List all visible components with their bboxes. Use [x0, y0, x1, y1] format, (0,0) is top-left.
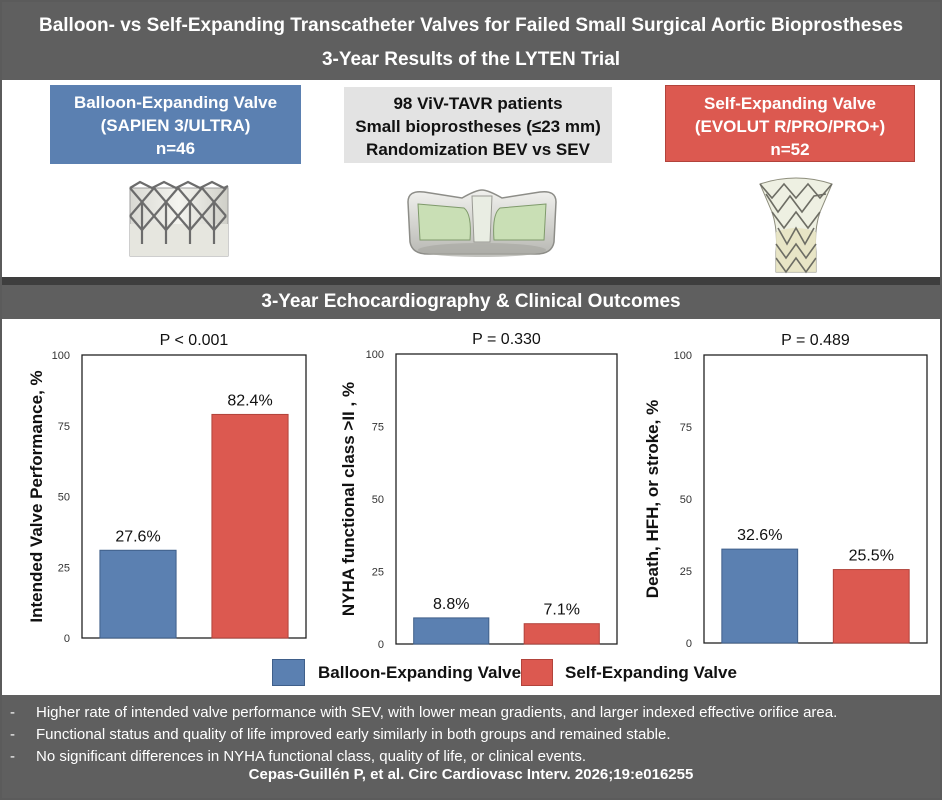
bev-arm-name: Balloon-Expanding Valve	[73, 93, 278, 112]
bullet-dash: -	[10, 748, 15, 765]
legend: Balloon-Expanding Valve Self-Expanding V…	[2, 657, 940, 687]
chart-3-y-tick: 25	[680, 566, 692, 578]
chart-2-y-tick: 25	[372, 567, 384, 579]
legend-swatch-bev	[272, 659, 305, 686]
subtitle: 3-Year Results of the LYTEN Trial	[321, 49, 621, 70]
population-box: 98 ViV-TAVR patients Small bioprostheses…	[344, 87, 612, 163]
finding-text: No significant differences in NYHA funct…	[36, 748, 586, 765]
legend-swatch-sev	[521, 659, 553, 686]
outcome-charts: P < 0.001 0 25 50 75 100 Intended Valve Perfor…	[27, 331, 928, 651]
chart-2-data-label-bev: 8.8%	[433, 596, 469, 613]
section-title: 3-Year Echocardiography & Clinical Outco…	[2, 285, 940, 319]
chart-1-bar-bev	[99, 549, 177, 639]
chart-3-bar-bev	[721, 548, 799, 644]
findings-list: - Higher rate of intended valve performan…	[10, 702, 837, 768]
chart-3-p-value: P = 0.489	[781, 332, 850, 349]
finding-text: Higher rate of intended valve performanc…	[36, 704, 838, 721]
chart-3-y-tick: 0	[686, 638, 692, 650]
chart-2-data-label-sev: 7.1%	[544, 602, 580, 619]
chart-1-bar-sev	[211, 413, 289, 639]
surgical-valve-image	[407, 189, 557, 257]
legend-label-sev: Self-Expanding Valve	[565, 663, 737, 682]
population-randomization: Randomization BEV vs SEV	[366, 140, 590, 159]
chart-3-bar-sev	[832, 569, 910, 644]
chart-1-y-tick: 0	[64, 633, 70, 645]
chart-2-p-value: P = 0.330	[472, 331, 541, 348]
chart-2-y-axis-label: NYHA functional class >II , %	[339, 382, 358, 616]
legend-label-bev: Balloon-Expanding Valve	[318, 663, 522, 682]
sev-arm-device: (EVOLUT R/PRO/PRO+)	[694, 117, 886, 136]
citation: Cepas-Guillén P, et al. Circ Cardiovasc …	[248, 766, 694, 783]
chart-2-bar-sev	[523, 623, 600, 645]
chart-3-data-label-sev: 25.5%	[849, 548, 894, 565]
chart-2-y-tick: 75	[372, 422, 384, 434]
chart-2-y-tick: 50	[372, 494, 384, 506]
chart-1-data-label-bev: 27.6%	[115, 528, 160, 545]
chart-2-y-tick: 0	[378, 639, 384, 651]
title-band: Balloon- vs Self-Expanding Transcatheter…	[2, 2, 940, 80]
bullet-dash: -	[10, 704, 15, 721]
chart-1-data-label-sev: 82.4%	[227, 392, 272, 409]
bullet-dash: -	[10, 726, 15, 743]
population-patients: 98 ViV-TAVR patients	[393, 94, 563, 113]
chart-2-y-tick: 100	[366, 349, 384, 361]
key-findings: - Higher rate of intended valve performan…	[2, 695, 940, 798]
sev-arm-name: Self-Expanding Valve	[704, 94, 876, 113]
population-size: Small bioprostheses (≤23 mm)	[355, 117, 601, 136]
chart-1-y-tick: 50	[58, 492, 70, 504]
chart-1-y-tick: 75	[58, 421, 70, 433]
chart-3-y-tick: 75	[680, 422, 692, 434]
finding-item: - Functional status and quality of life i…	[10, 724, 837, 746]
chart-1-y-tick: 100	[52, 350, 70, 362]
sev-arm-box: Self-Expanding Valve (EVOLUT R/PRO/PRO+)…	[665, 85, 915, 162]
chart-3-data-label-bev: 32.6%	[737, 527, 782, 544]
chart-3-y-tick: 100	[674, 350, 692, 362]
finding-item: - No significant differences in NYHA func…	[10, 746, 837, 768]
balloon-valve-image	[129, 180, 229, 257]
chart-3-y-tick: 50	[680, 494, 692, 506]
section-divider	[2, 277, 940, 285]
sev-arm-n: n=52	[770, 140, 810, 159]
chart-1-y-axis-label: Intended Valve Performance, %	[27, 370, 46, 622]
main-title: Balloon- vs Self-Expanding Transcatheter…	[38, 15, 904, 36]
bev-arm-device: (SAPIEN 3/ULTRA)	[100, 116, 251, 135]
chart-1-y-tick: 25	[58, 562, 70, 574]
chart-3-y-axis-label: Death, HFH, or stroke, %	[643, 400, 662, 598]
chart-2-bar-bev	[413, 617, 490, 645]
finding-text: Functional status and quality of life im…	[36, 726, 671, 743]
chart-2-plot-area	[395, 353, 618, 645]
self-expanding-valve-image	[759, 177, 833, 274]
chart-1-p-value: P < 0.001	[160, 332, 229, 349]
finding-item: - Higher rate of intended valve performan…	[10, 702, 837, 724]
bev-arm-box: Balloon-Expanding Valve (SAPIEN 3/ULTRA)…	[50, 85, 301, 164]
bev-arm-n: n=46	[155, 139, 196, 158]
